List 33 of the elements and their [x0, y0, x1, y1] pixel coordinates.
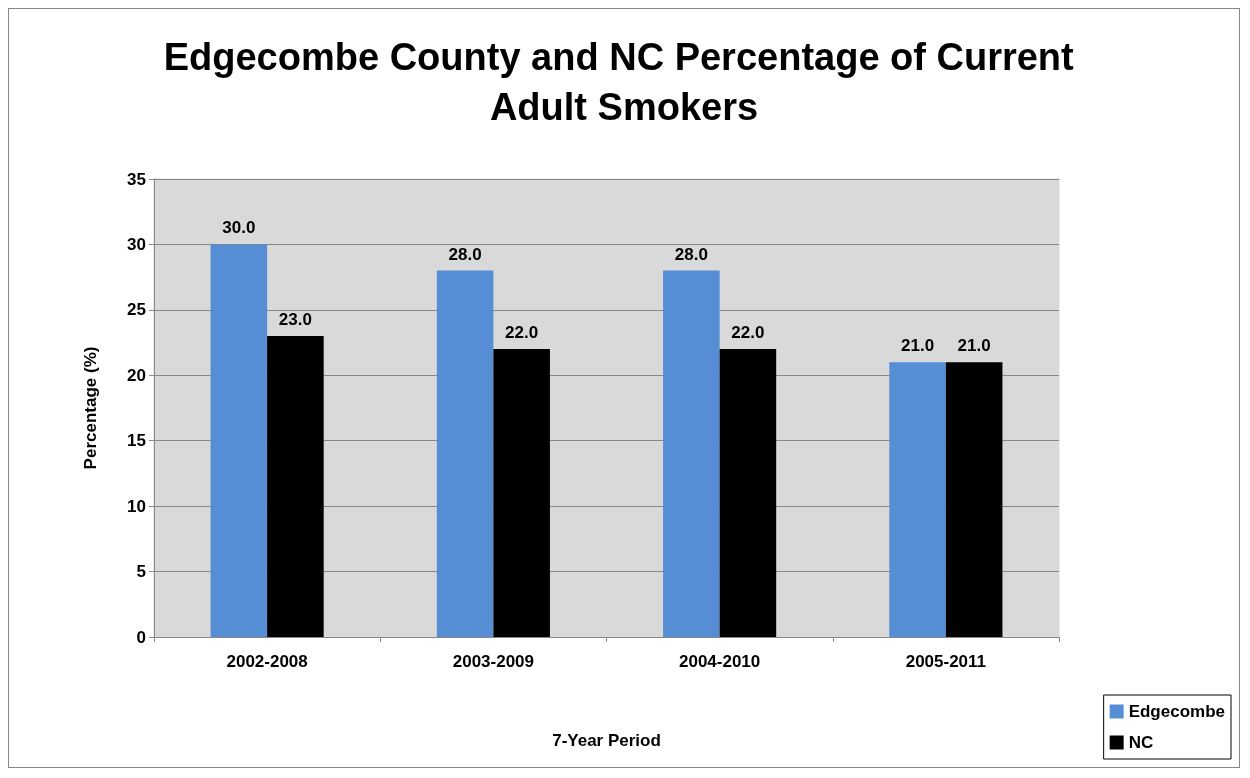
- bar: [663, 270, 720, 637]
- bar: [267, 336, 324, 637]
- bar: [889, 362, 946, 637]
- y-axis-title: Percentage (%): [81, 346, 100, 470]
- data-label: 21.0: [957, 336, 991, 356]
- y-tick-label: 20: [127, 365, 146, 385]
- bar: [210, 244, 268, 637]
- bar: [719, 349, 777, 637]
- bar: [945, 362, 1003, 637]
- y-tick-label: 10: [127, 496, 146, 516]
- y-tick-label: 0: [136, 627, 146, 647]
- x-tick-label: 2004-2010: [678, 652, 761, 671]
- y-tick-label: 25: [127, 300, 146, 320]
- bar: [436, 270, 494, 637]
- chart-title: Edgecombe County and NC Percentage of Current Adult Smokers: [163, 36, 1085, 128]
- y-tick-label: 5: [136, 562, 146, 582]
- data-label: 21.0: [901, 336, 935, 356]
- x-axis-title: 7-Year Period: [552, 731, 661, 750]
- y-tick-label: 35: [127, 169, 146, 189]
- bar: [493, 349, 550, 637]
- legend-label: Edgecombe: [1128, 702, 1225, 721]
- x-tick-label: 2002-2008: [226, 652, 308, 671]
- data-label: 30.0: [222, 218, 256, 238]
- x-tick-label: 2005-2011: [905, 652, 987, 671]
- y-tick-label: 30: [127, 234, 146, 254]
- data-label: 28.0: [674, 244, 708, 264]
- data-label: 23.0: [278, 310, 312, 330]
- x-tick-label: 2003-2009: [452, 652, 535, 671]
- legend-label: NC: [1128, 733, 1154, 752]
- data-label: 22.0: [731, 323, 765, 343]
- data-label: 22.0: [505, 323, 539, 343]
- y-tick-label: 15: [127, 431, 146, 451]
- data-label: 28.0: [448, 244, 482, 264]
